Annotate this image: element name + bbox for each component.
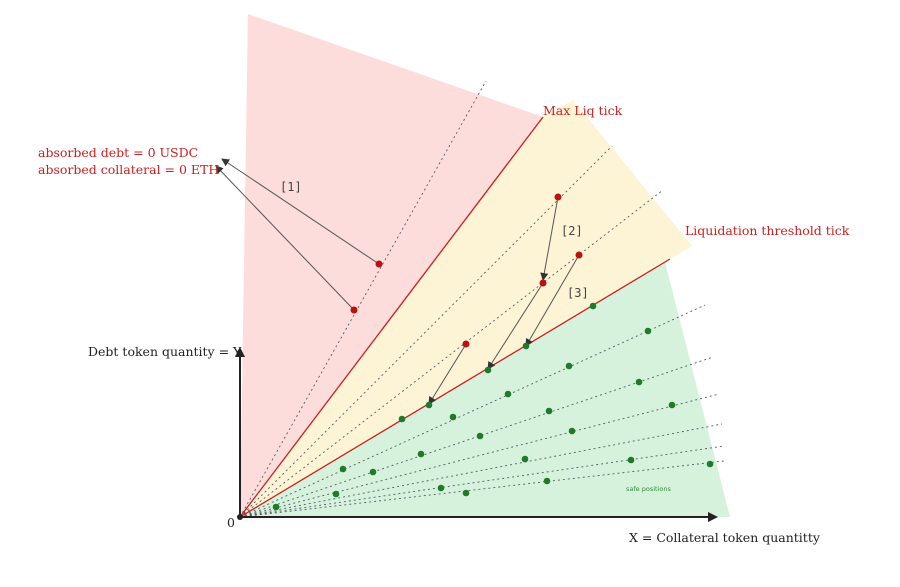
absorbed-debt-label: absorbed debt = 0 USDC (38, 145, 198, 160)
y-axis-label: Debt token quantity = Y (88, 344, 242, 359)
liquidated-positions (350, 193, 583, 348)
step-2-label: [2] (561, 224, 583, 238)
step-3-label: [3] (567, 286, 589, 300)
safe-zone (240, 262, 730, 517)
liquidation-zone (240, 100, 692, 517)
origin-label: 0 (227, 515, 235, 530)
max-liq-tick-line (239, 116, 544, 518)
liquidation-threshold-tick-line (239, 258, 671, 518)
dotted-rays (239, 80, 725, 518)
step-1-label: [1] (280, 180, 302, 194)
transition-arrows (215, 158, 580, 405)
safe-position-dots (272, 302, 714, 511)
max-liq-tick-label: Max Liq tick (543, 103, 623, 118)
x-axis-label: X = Collateral token quantitty (629, 530, 821, 545)
safe-positions-label: safe positions (626, 485, 671, 493)
absorbed-collateral-label: absorbed collateral = 0 ETH (38, 162, 219, 177)
origin-dot (237, 514, 243, 520)
liquidation-threshold-tick-label: Liquidation threshold tick (685, 223, 850, 238)
liquidated-zone (240, 14, 543, 517)
